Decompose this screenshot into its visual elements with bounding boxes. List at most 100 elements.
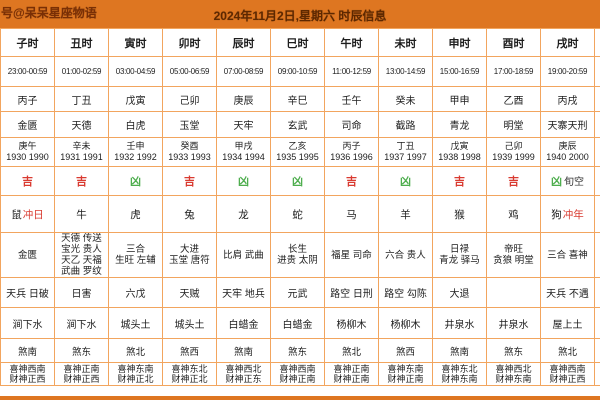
duty-shen-cell: 司命 bbox=[324, 111, 379, 138]
caishen-direction: 财神正南 bbox=[387, 374, 424, 384]
table-row: 喜神西南 财神正西 喜神正南 财神正西 喜神东南 财神正北 喜神东北 财神正北 喜神西北 财神正东… bbox=[0, 362, 600, 386]
table-row: 吉吉凶吉凶凶吉凶吉吉凶旬空凶 bbox=[0, 166, 600, 196]
caishen-direction: 财神正北 bbox=[117, 374, 154, 384]
year-list: 1938 1998 bbox=[438, 152, 481, 162]
luck-flag-cell: 凶 bbox=[270, 166, 325, 196]
nayin-cell: 白蜡金 bbox=[216, 307, 271, 339]
hour-ganzhi-cell: 乙酉 bbox=[486, 86, 541, 112]
nayin-cell: 涧下水 bbox=[0, 307, 55, 339]
zodiac-animal-cell: 羊 bbox=[378, 195, 433, 233]
sha-direction-cell: 煞南 bbox=[432, 338, 487, 363]
gods-direction-cell: 喜神西南 财神正西 bbox=[540, 362, 595, 386]
year-ganzhi-cell: 辛未 1931 1991 bbox=[54, 137, 109, 167]
hour-name-cell: 戌时 bbox=[540, 28, 595, 57]
table-row: 23:00-00:59 01:00-02:59 03:00-04:59 05:00-0… bbox=[0, 56, 600, 87]
xishen-direction: 喜神西南 bbox=[9, 363, 46, 374]
gods-direction-cell: 喜神财神 bbox=[594, 362, 600, 386]
year-list: 1935 1995 bbox=[276, 152, 319, 162]
year-ganzhi-cell: 庚午 1930 1990 bbox=[0, 137, 55, 167]
table-row: 煞南煞东煞北煞西煞南煞东煞北煞西煞南煞东煞北煞东 bbox=[0, 338, 600, 363]
luck-flag-cell: 凶 bbox=[378, 166, 433, 196]
gods-direction-cell: 喜神西南 财神正西 bbox=[0, 362, 55, 386]
time-range-cell: 09:00-10:59 bbox=[270, 56, 325, 87]
table-row: 金匮 天德 白虎 玉堂 天牢 玄武 司命 截路 青龙 明堂 天寨天刑 bbox=[0, 111, 600, 138]
zodiac-animal-cell: 龙 bbox=[216, 195, 271, 233]
sha-direction-cell: 煞南 bbox=[0, 338, 55, 363]
duty-shen-cell: 青龙 bbox=[432, 111, 487, 138]
hour-ganzhi-cell: 癸未 bbox=[378, 86, 433, 112]
inauspicious-stars-cell: 天兵 不遇 bbox=[540, 277, 595, 308]
zodiac-animal-cell: 牛 bbox=[54, 195, 109, 233]
sha-direction-cell: 煞北 bbox=[540, 338, 595, 363]
nayin-cell: 屋上土 bbox=[540, 307, 595, 339]
duty-shen-cell: 截路 bbox=[378, 111, 433, 138]
caishen-direction: 财神正西 bbox=[9, 374, 46, 384]
year-ganzhi-cell: 丙子 1936 1996 bbox=[324, 137, 379, 167]
xishen-direction: 喜神西北 bbox=[495, 363, 532, 374]
auspicious-stars-cell: 长生 进贵 太阴 bbox=[270, 232, 325, 278]
year-ganzhi-cell: 庚辰 1940 2000 bbox=[540, 137, 595, 167]
inauspicious-stars-cell: 天兵 日破 bbox=[0, 277, 55, 308]
year-ganzhi-text: 辛巳 bbox=[596, 141, 600, 152]
gods-direction-cell: 喜神西北 财神正东 bbox=[216, 362, 271, 386]
year-list: 1940 2000 bbox=[546, 152, 589, 162]
luck-glyph: 吉 bbox=[454, 176, 465, 188]
luck-glyph: 凶 bbox=[292, 176, 303, 188]
page-title: 2024年11月2日,星期六 时辰信息 bbox=[213, 9, 387, 23]
hour-name-cell: 未时 bbox=[378, 28, 433, 57]
gods-direction-cell: 喜神正南 财神正南 bbox=[324, 362, 379, 386]
time-range-cell: 19:00-20:59 bbox=[540, 56, 595, 87]
year-ganzhi-text: 丙子 bbox=[342, 141, 361, 151]
auspicious-stars-cell: 帝旺 贪狼 明堂 bbox=[486, 232, 541, 278]
table-row: 庚午 1930 1990 辛未 1931 1991 壬申 1932 1992 癸酉 1933 … bbox=[0, 137, 600, 167]
nayin-cell: 杨柳木 bbox=[378, 307, 433, 339]
year-list: 1941 2001 bbox=[596, 152, 600, 163]
xishen-direction: 喜神东北 bbox=[441, 363, 478, 374]
year-list: 1933 1993 bbox=[168, 152, 211, 162]
inauspicious-stars-cell: 六戊 bbox=[108, 277, 163, 308]
year-ganzhi-cell: 辛巳1941 2001 bbox=[594, 137, 600, 167]
time-range-cell: 21:00-22:59 bbox=[594, 56, 600, 87]
chong-mark: 冲年 bbox=[562, 208, 584, 221]
duty-shen-cell: 玉堂 bbox=[162, 111, 217, 138]
auspicious-stars-cell: 金匮 bbox=[0, 232, 55, 278]
luck-flag-cell: 吉 bbox=[0, 166, 55, 196]
xishen-direction: 喜神正南 bbox=[333, 363, 370, 374]
year-list: 1931 1991 bbox=[60, 152, 103, 162]
auspicious-stars-cell bbox=[594, 232, 600, 278]
xishen-direction: 喜神正南 bbox=[63, 363, 100, 374]
inauspicious-stars-cell: 日害 bbox=[54, 277, 109, 308]
hour-ganzhi-cell: 壬午 bbox=[324, 86, 379, 112]
year-ganzhi-text: 甲戌 bbox=[234, 141, 253, 151]
nayin-cell: 白蜡金 bbox=[270, 307, 325, 339]
nayin-cell: 城头土 bbox=[108, 307, 163, 339]
inauspicious-stars-cell: 大退 bbox=[432, 277, 487, 308]
sha-direction-cell: 煞东 bbox=[594, 338, 600, 363]
hour-ganzhi-cell: 丙子 bbox=[0, 86, 55, 112]
hour-ganzhi-cell: 戊寅 bbox=[108, 86, 163, 112]
time-range-cell: 03:00-04:59 bbox=[108, 56, 163, 87]
hour-name-cell: 子时 bbox=[0, 28, 55, 57]
luck-flag-cell: 凶 bbox=[216, 166, 271, 196]
hour-name-cell: 丑时 bbox=[54, 28, 109, 57]
gods-direction-cell: 喜神正南 财神正西 bbox=[54, 362, 109, 386]
year-ganzhi-cell: 癸酉 1933 1993 bbox=[162, 137, 217, 167]
xunkong-label: 旬空 bbox=[564, 177, 584, 188]
sha-direction-cell: 煞西 bbox=[378, 338, 433, 363]
sha-direction-cell: 煞南 bbox=[216, 338, 271, 363]
zodiac-animal-cell: 蛇 bbox=[270, 195, 325, 233]
luck-glyph: 凶 bbox=[400, 176, 411, 188]
caishen-direction: 财神正西 bbox=[549, 374, 586, 384]
caishen-direction: 财神正北 bbox=[171, 374, 208, 384]
year-list: 1930 1990 bbox=[6, 152, 49, 162]
animal-name: 鸡 bbox=[508, 208, 519, 221]
year-ganzhi-cell: 甲戌 1934 1994 bbox=[216, 137, 271, 167]
gods-direction-cell: 喜神东南 财神正北 bbox=[108, 362, 163, 386]
year-list: 1934 1994 bbox=[222, 152, 265, 162]
luck-flag-cell: 吉 bbox=[486, 166, 541, 196]
luck-flag-cell: 吉 bbox=[432, 166, 487, 196]
nayin-cell: 井泉水 bbox=[486, 307, 541, 339]
time-range-cell: 13:00-14:59 bbox=[378, 56, 433, 87]
